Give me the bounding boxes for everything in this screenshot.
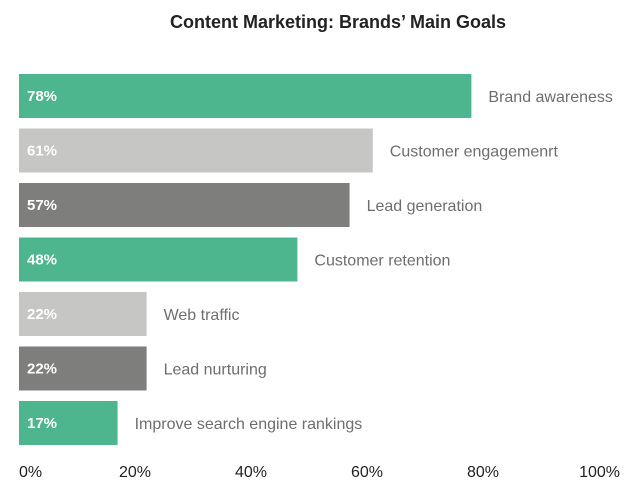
value-label: 61% <box>27 143 57 160</box>
value-label: 22% <box>27 306 57 323</box>
value-label: 78% <box>27 88 57 105</box>
value-label: 17% <box>27 415 57 432</box>
bar <box>19 346 147 391</box>
category-label: Customer retention <box>314 253 450 270</box>
x-tick-label: 40% <box>235 464 267 481</box>
x-tick-label: 60% <box>351 464 383 481</box>
category-label: Customer engagemenrt <box>390 144 559 161</box>
bar <box>19 401 118 445</box>
x-tick-label: 0% <box>19 464 42 481</box>
x-tick-label: 80% <box>467 464 499 481</box>
x-axis-ticks: 0% 20% 40% 60% 80% 100% <box>19 464 620 481</box>
bar <box>19 237 298 282</box>
chart-title: Content Marketing: Brands’ Main Goals <box>170 12 506 32</box>
bar <box>19 183 350 227</box>
category-label: Improve search engine rankings <box>135 416 363 433</box>
category-label: Lead nurturing <box>164 362 267 379</box>
bars-group: 78% Brand awareness 61% Customer engagemenr… <box>19 74 613 445</box>
bar <box>19 74 472 118</box>
category-label: Lead generation <box>367 198 483 215</box>
value-label: 48% <box>27 252 57 269</box>
value-label: 22% <box>27 361 57 378</box>
category-label: Web traffic <box>164 307 240 324</box>
x-tick-label: 20% <box>119 464 151 481</box>
bar <box>19 292 147 336</box>
category-label: Brand awareness <box>488 89 613 106</box>
bar <box>19 128 373 173</box>
x-tick-label: 100% <box>579 464 620 481</box>
value-label: 57% <box>27 197 57 214</box>
